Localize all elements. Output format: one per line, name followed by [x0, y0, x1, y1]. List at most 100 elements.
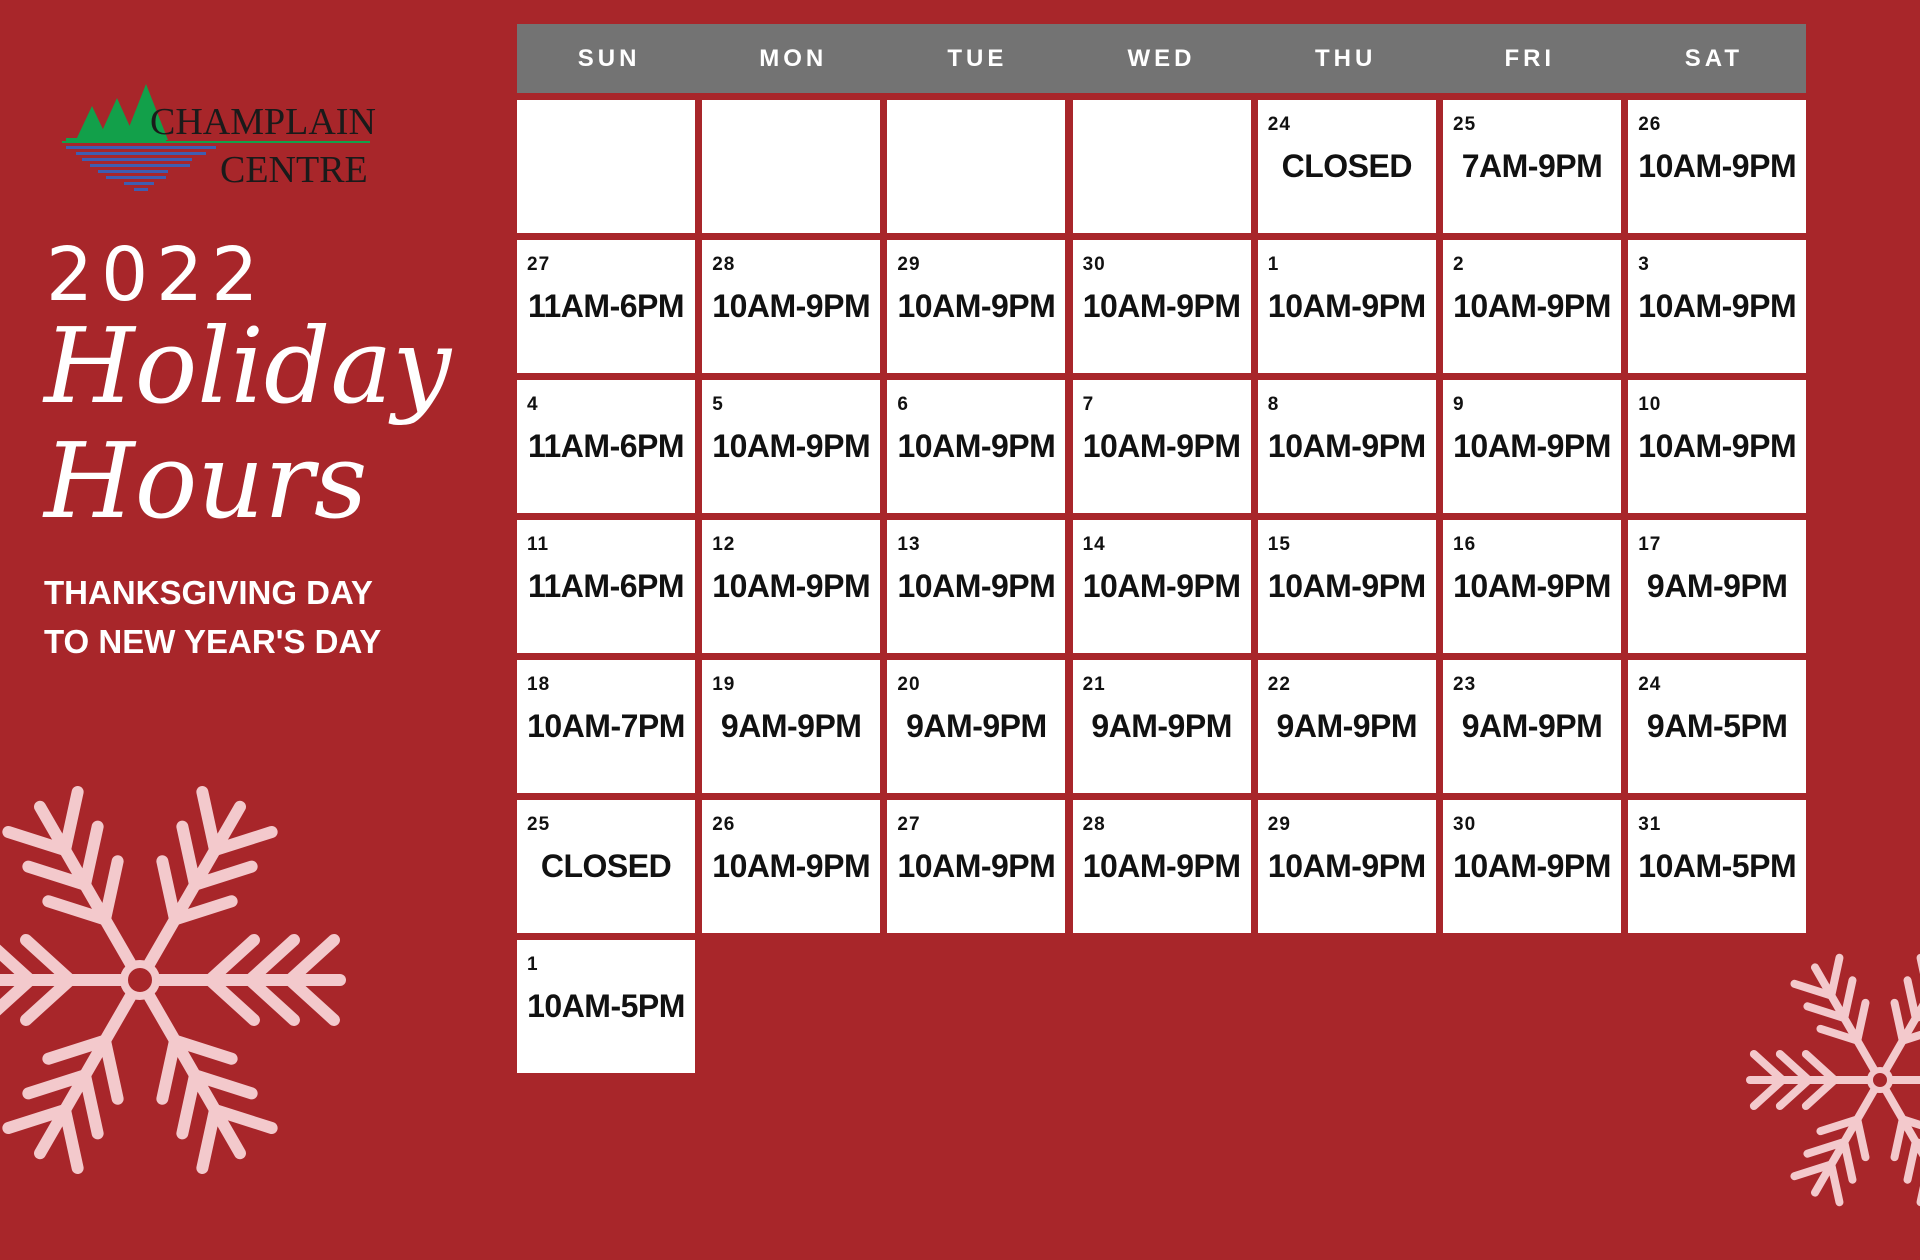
day-cell: 28 10AM-9PM — [1072, 800, 1251, 933]
weekday-sat: SAT — [1684, 45, 1744, 72]
day-hours: 11AM-6PM — [527, 428, 685, 464]
day-cell: 9 10AM-9PM — [1443, 380, 1621, 513]
empty-day-cell — [702, 100, 881, 233]
day-hours: 10AM-9PM — [1453, 428, 1611, 464]
day-hours: CLOSED — [540, 848, 672, 884]
day-hours: 10AM-9PM — [1267, 848, 1426, 884]
day-cell: 24 CLOSED — [1257, 100, 1436, 233]
day-hours: 10AM-9PM — [712, 568, 871, 604]
day-number: 10 — [1638, 394, 1662, 415]
day-hours: 10AM-9PM — [1082, 568, 1241, 604]
day-cell: 5 10AM-9PM — [702, 380, 881, 513]
day-hours: 9AM-9PM — [1091, 708, 1232, 744]
day-number: 17 — [1638, 534, 1662, 555]
day-hours: 9AM-9PM — [1276, 708, 1418, 744]
weekday-header: SUN MON TUE WED THU FRI SAT — [517, 24, 1806, 93]
day-number: 24 — [1638, 674, 1662, 695]
weekday-fri: FRI — [1504, 45, 1556, 72]
day-number: 26 — [1638, 114, 1662, 135]
day-cell: 4 11AM-6PM — [517, 380, 695, 513]
day-hours: CLOSED — [1281, 148, 1413, 184]
day-number: 27 — [527, 254, 551, 275]
day-hours: 11AM-6PM — [527, 288, 685, 324]
day-cell: 22 9AM-9PM — [1257, 660, 1436, 793]
day-cell: 26 10AM-9PM — [702, 800, 881, 933]
day-cell: 16 10AM-9PM — [1443, 520, 1621, 653]
day-cell: 8 10AM-9PM — [1257, 380, 1436, 513]
weekday-wed: WED — [1127, 45, 1196, 72]
day-cell: 27 11AM-6PM — [517, 240, 695, 373]
day-number: 28 — [712, 254, 736, 275]
day-cell: 25 CLOSED — [517, 800, 695, 933]
day-cell: 6 10AM-9PM — [887, 380, 1066, 513]
svg-text:CHAMPLAIN: CHAMPLAIN — [150, 101, 376, 143]
weekday-tue: TUE — [947, 45, 1008, 72]
champlain-centre-logo: CHAMPLAIN CENTRE — [62, 84, 376, 191]
day-hours: 9AM-9PM — [1646, 568, 1788, 604]
day-number: 30 — [1453, 814, 1477, 835]
empty-day-cell — [517, 100, 695, 233]
day-hours: 10AM-9PM — [1082, 428, 1241, 464]
day-hours: 10AM-9PM — [1267, 428, 1426, 464]
day-cell: 3 10AM-9PM — [1628, 240, 1807, 373]
day-number: 27 — [897, 814, 921, 835]
day-number: 11 — [527, 534, 550, 555]
day-cell: 30 10AM-9PM — [1072, 240, 1251, 373]
day-cell: 17 9AM-9PM — [1628, 520, 1807, 653]
day-cell: 15 10AM-9PM — [1257, 520, 1436, 653]
day-hours: 10AM-5PM — [1638, 848, 1797, 884]
day-number: 21 — [1082, 674, 1106, 695]
day-cell: 13 10AM-9PM — [887, 520, 1066, 653]
day-number: 3 — [1638, 254, 1650, 275]
snowflake-icon — [1746, 953, 1920, 1207]
title-year: 2022 — [46, 232, 267, 318]
day-number: 19 — [712, 674, 736, 695]
day-cell: 30 10AM-9PM — [1443, 800, 1621, 933]
day-number: 9 — [1453, 394, 1465, 415]
day-cell: 20 9AM-9PM — [887, 660, 1066, 793]
day-number: 1 — [527, 954, 539, 975]
day-number: 7 — [1082, 394, 1095, 415]
day-cell: 1 10AM-9PM — [1257, 240, 1436, 373]
day-hours: 9AM-5PM — [1646, 708, 1788, 744]
day-hours: 10AM-9PM — [1453, 848, 1611, 884]
weekday-thu: THU — [1314, 45, 1377, 72]
day-number: 31 — [1638, 814, 1662, 835]
day-hours: 10AM-9PM — [897, 568, 1056, 604]
day-hours: 10AM-9PM — [897, 288, 1056, 324]
weekday-mon: MON — [759, 45, 828, 72]
empty-day-cell — [887, 100, 1066, 233]
weekday-sun: SUN — [577, 45, 641, 72]
day-hours: 10AM-9PM — [897, 848, 1056, 884]
day-number: 22 — [1267, 674, 1291, 695]
day-cell: 7 10AM-9PM — [1072, 380, 1251, 513]
day-number: 16 — [1453, 534, 1477, 555]
day-number: 26 — [712, 814, 736, 835]
day-number: 29 — [897, 254, 921, 275]
day-number: 5 — [712, 394, 724, 415]
day-cell: 23 9AM-9PM — [1443, 660, 1621, 793]
day-hours: 10AM-9PM — [1453, 288, 1611, 324]
day-cell: 21 9AM-9PM — [1072, 660, 1251, 793]
day-hours: 10AM-9PM — [1453, 568, 1611, 604]
day-number: 18 — [527, 674, 551, 695]
day-hours: 10AM-9PM — [1638, 148, 1797, 184]
day-hours: 10AM-9PM — [712, 288, 871, 324]
day-hours: 9AM-9PM — [906, 708, 1047, 744]
day-number: 20 — [897, 674, 921, 695]
day-hours: 11AM-6PM — [527, 568, 685, 604]
day-hours: 10AM-9PM — [712, 428, 871, 464]
day-cell: 14 10AM-9PM — [1072, 520, 1251, 653]
day-cell: 1 10AM-5PM — [517, 940, 695, 1073]
day-cell: 29 10AM-9PM — [887, 240, 1066, 373]
snowflake-icon — [0, 785, 346, 1175]
day-cell: 12 10AM-9PM — [702, 520, 881, 653]
day-number: 25 — [527, 814, 551, 835]
day-cell: 25 7AM-9PM — [1443, 100, 1621, 233]
day-hours: 10AM-9PM — [712, 848, 871, 884]
empty-day-cell — [1072, 100, 1251, 233]
day-cell: 26 10AM-9PM — [1628, 100, 1807, 233]
title-hours: Hours — [44, 420, 368, 542]
day-cell: 11 11AM-6PM — [517, 520, 695, 653]
day-cell: 19 9AM-9PM — [702, 660, 881, 793]
